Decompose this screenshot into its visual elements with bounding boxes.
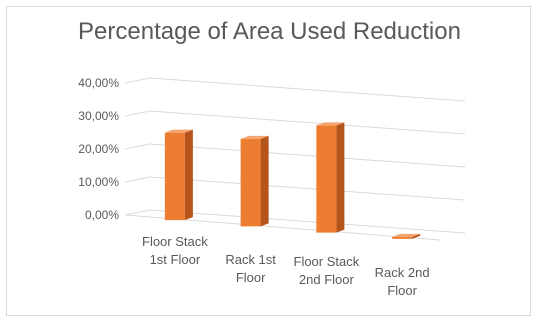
bar-top-1 bbox=[240, 135, 269, 139]
x-category-label: Rack 1st bbox=[225, 252, 276, 267]
gridline-2 bbox=[149, 143, 466, 168]
y-tick-label: 20,00% bbox=[78, 142, 119, 156]
gridline-side-2 bbox=[124, 143, 151, 150]
gridline-4 bbox=[149, 77, 466, 102]
x-category-label: Rack 2nd bbox=[375, 265, 430, 280]
x-category-label: 1st Floor bbox=[150, 252, 201, 267]
y-tick-label: 0,00% bbox=[85, 208, 119, 222]
bar-side-2 bbox=[336, 122, 345, 233]
y-tick-label: 10,00% bbox=[78, 175, 119, 189]
y-tick-label: 40,00% bbox=[78, 76, 119, 90]
bar-top-2 bbox=[316, 122, 345, 126]
y-tick-label: 30,00% bbox=[78, 109, 119, 123]
bar-front-3 bbox=[392, 236, 413, 239]
bar-side-1 bbox=[260, 135, 269, 227]
chart-title: Percentage of Area Used Reduction bbox=[78, 18, 461, 45]
bar-front-2 bbox=[316, 125, 337, 233]
x-category-label: 2nd Floor bbox=[299, 272, 355, 287]
x-category-label: Floor bbox=[387, 283, 417, 298]
gridline-side-3 bbox=[124, 110, 151, 117]
bar-front-0 bbox=[164, 132, 185, 221]
bar-front-1 bbox=[240, 138, 261, 227]
gridline-side-1 bbox=[124, 176, 151, 183]
gridline-side-0 bbox=[124, 209, 151, 216]
x-category-label: Floor Stack bbox=[142, 234, 208, 249]
gridline-1 bbox=[149, 176, 466, 201]
gridline-side-4 bbox=[124, 77, 151, 84]
bar-side-3 bbox=[412, 233, 421, 239]
gridline-3 bbox=[149, 110, 466, 135]
gridline-0 bbox=[149, 209, 466, 234]
bar-top-0 bbox=[164, 129, 193, 133]
bar-side-0 bbox=[184, 129, 193, 221]
x-category-label: Floor Stack bbox=[294, 254, 360, 269]
x-category-label: Floor bbox=[236, 270, 266, 285]
bar-top-3 bbox=[392, 233, 421, 237]
